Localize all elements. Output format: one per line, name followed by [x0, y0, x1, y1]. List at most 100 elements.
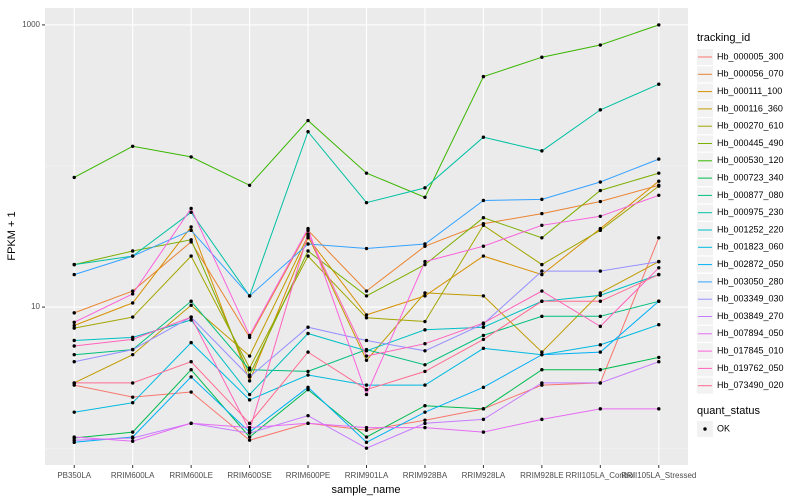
data-point: [130, 395, 135, 399]
data-point: [598, 228, 603, 233]
legend-label: Hb_000530_120: [717, 155, 784, 165]
data-point: [364, 338, 369, 343]
x-tick-label: RRIM928LA: [462, 471, 506, 480]
data-point: [247, 294, 252, 298]
data-point: [657, 23, 661, 27]
data-point: [481, 244, 486, 248]
data-point: [423, 383, 427, 387]
data-point: [306, 118, 310, 123]
data-point: [130, 144, 135, 148]
data-point: [189, 254, 193, 258]
data-point: [306, 254, 310, 258]
legend-label: Hb_000111_100: [717, 86, 782, 96]
data-point: [423, 319, 427, 324]
x-tick-label: RRIM600PE: [286, 471, 330, 480]
data-point: [540, 236, 544, 240]
legend-label: Hb_001252_220: [717, 224, 784, 234]
data-point: [72, 272, 76, 277]
data-point: [598, 291, 603, 295]
data-point: [306, 331, 310, 336]
data-point: [481, 135, 486, 139]
data-point: [540, 352, 544, 357]
data-point: [72, 435, 76, 439]
data-point: [657, 184, 661, 188]
data-point: [306, 242, 310, 246]
data-point: [247, 379, 252, 383]
legend-point: [703, 427, 707, 431]
data-point: [481, 337, 486, 342]
data-point: [306, 350, 310, 354]
data-point: [598, 43, 603, 47]
y-tick-label: 1000: [22, 20, 40, 29]
data-point: [598, 108, 603, 112]
data-point: [423, 369, 427, 374]
data-point: [130, 289, 135, 293]
legend-label: OK: [717, 423, 730, 433]
data-point: [364, 349, 369, 353]
data-point: [540, 197, 544, 202]
data-point: [306, 130, 310, 134]
legend-label: Hb_000975_230: [717, 207, 784, 217]
data-point: [130, 436, 135, 440]
data-point: [130, 439, 135, 443]
legend-label: Hb_000877_080: [717, 190, 784, 200]
data-point: [364, 428, 369, 432]
data-point: [481, 294, 486, 298]
data-point: [247, 375, 252, 379]
data-point: [598, 214, 603, 219]
x-tick-label: RRIM928BA: [403, 471, 448, 480]
data-point: [423, 421, 427, 426]
data-point: [657, 171, 661, 175]
data-point: [598, 407, 603, 411]
data-point: [540, 211, 544, 216]
data-point: [540, 269, 544, 273]
data-point: [72, 410, 76, 414]
x-tick-label: RRIM928LE: [520, 471, 564, 480]
legend-label: Hb_003849_270: [717, 311, 784, 321]
data-point: [540, 289, 544, 293]
x-tick-label: RRIM600LA: [111, 471, 155, 480]
data-point: [657, 179, 661, 183]
data-point: [540, 417, 544, 422]
data-point: [481, 417, 486, 422]
data-point: [481, 385, 486, 390]
data-point: [189, 367, 193, 372]
data-point: [72, 360, 76, 364]
legend-label: Hb_019762_050: [717, 363, 784, 373]
data-point: [247, 367, 252, 372]
data-point: [247, 425, 252, 430]
data-point: [598, 269, 603, 273]
data-point: [130, 254, 135, 258]
data-point: [540, 299, 544, 303]
data-point: [481, 321, 486, 325]
data-point: [306, 249, 310, 253]
data-point: [189, 421, 193, 426]
data-point: [657, 236, 661, 240]
y-axis-title: FPKM + 1: [6, 211, 18, 260]
data-point: [72, 438, 76, 442]
data-point: [247, 435, 252, 439]
legend-label: Hb_007894_050: [717, 328, 784, 338]
data-point: [189, 225, 193, 229]
data-point: [306, 373, 310, 377]
data-point: [657, 299, 661, 303]
data-point: [540, 272, 544, 277]
data-point: [657, 266, 661, 270]
data-point: [72, 344, 76, 348]
data-point: [423, 328, 427, 332]
data-point: [540, 55, 544, 59]
data-point: [189, 360, 193, 364]
legend2-title: quant_status: [697, 405, 760, 417]
data-point: [130, 430, 135, 434]
data-point: [130, 381, 135, 385]
data-point: [540, 367, 544, 372]
legend-label: Hb_000056_070: [717, 69, 784, 79]
data-point: [598, 314, 603, 319]
data-point: [189, 210, 193, 214]
data-point: [657, 259, 661, 264]
data-point: [130, 301, 135, 305]
data-point: [189, 303, 193, 307]
data-point: [72, 311, 76, 315]
data-point: [130, 347, 135, 352]
data-point: [364, 200, 369, 205]
